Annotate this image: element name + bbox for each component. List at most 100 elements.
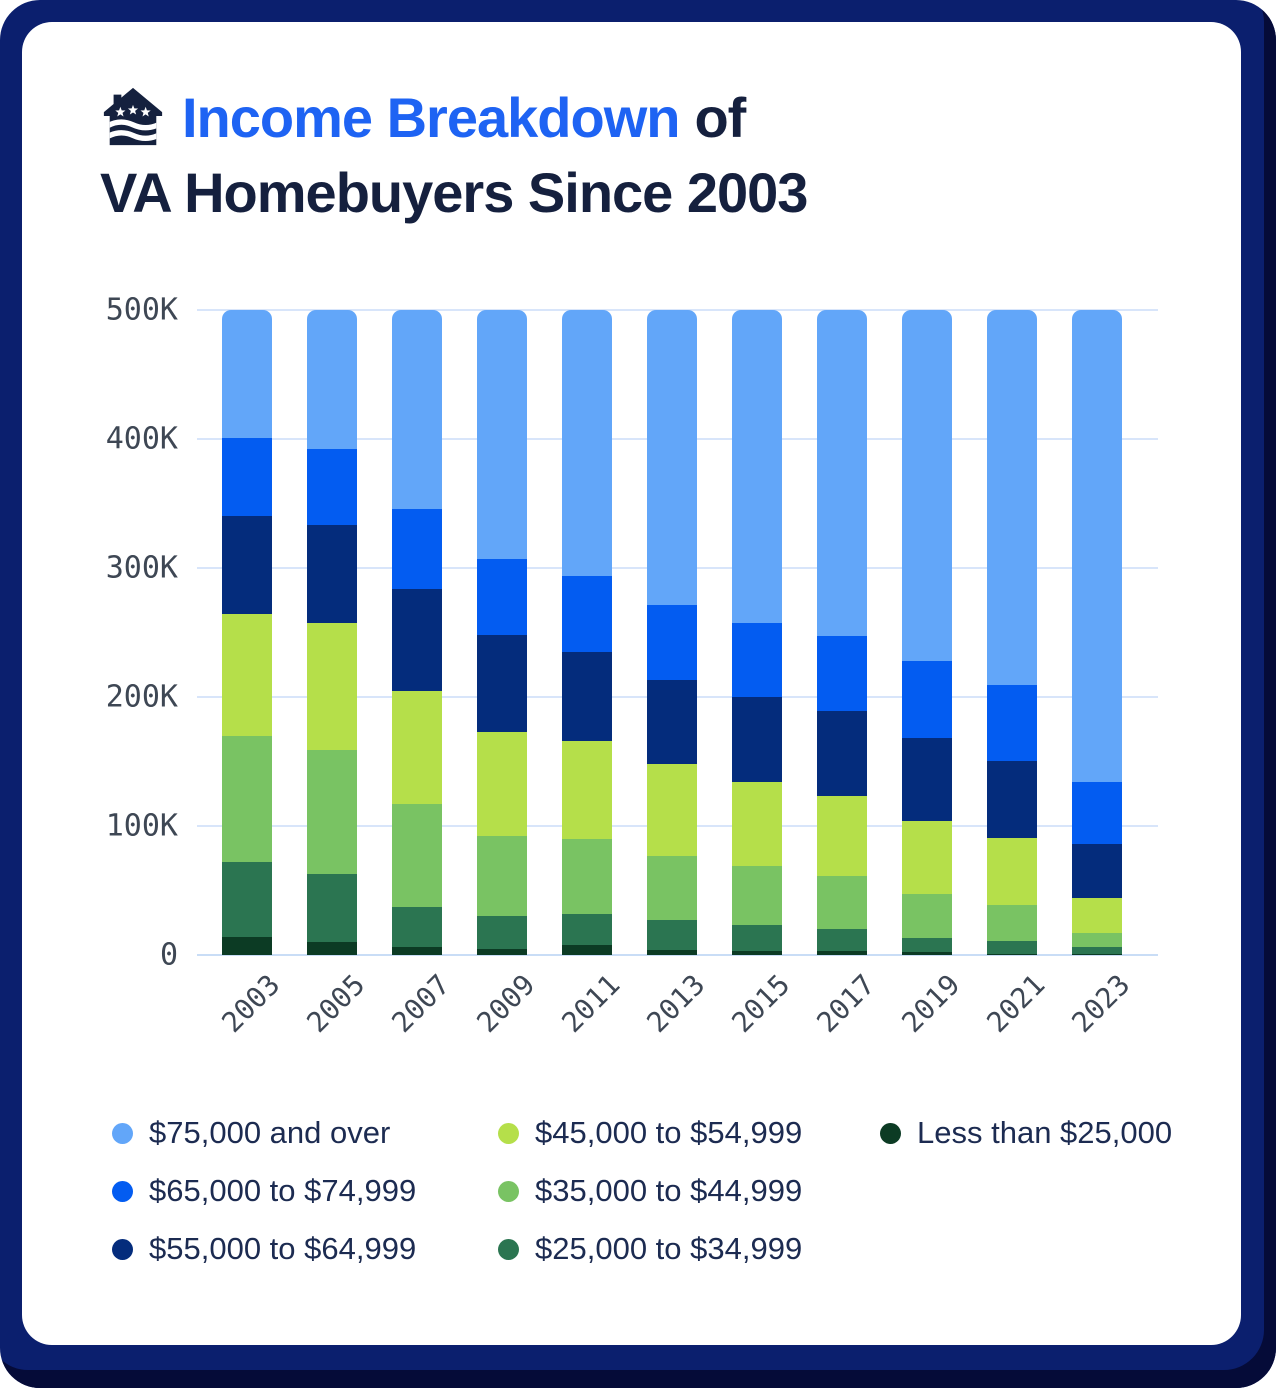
legend-label: $75,000 and over <box>149 1115 391 1150</box>
bar-segment-2023--25-000-to-34-999 <box>1072 947 1122 954</box>
legend-item--25-000-to-34-999: $25,000 to $34,999 <box>498 1231 802 1267</box>
bar-segment-2021--75-000-and-over <box>987 310 1037 686</box>
bar-2009 <box>477 310 527 955</box>
legend-item--65-000-to-74-999: $65,000 to $74,999 <box>112 1173 416 1209</box>
bar-2015 <box>732 310 782 955</box>
y-axis-tick-0: 0 <box>159 937 178 973</box>
legend-item--45-000-to-54-999: $45,000 to $54,999 <box>498 1115 802 1151</box>
bar-segment-2023--35-000-to-44-999 <box>1072 933 1122 948</box>
title-line-2: VA Homebuyers Since 2003 <box>100 161 808 224</box>
bar-segment-2015--55-000-to-64-999 <box>732 696 782 783</box>
legend-item-less-than-25-000: Less than $25,000 <box>880 1115 1172 1151</box>
bar-segment-2011--65-000-to-74-999 <box>562 575 612 652</box>
bar-segment-2017--35-000-to-44-999 <box>817 876 867 930</box>
bar-segment-2005--55-000-to-64-999 <box>307 525 357 624</box>
legend-label: $35,000 to $44,999 <box>535 1173 803 1208</box>
bar-segment-2021--65-000-to-74-999 <box>987 685 1037 762</box>
bar-segment-2009--25-000-to-34-999 <box>477 916 527 949</box>
bar-segment-2007--25-000-to-34-999 <box>392 907 442 948</box>
bar-segment-2007--35-000-to-44-999 <box>392 804 442 908</box>
legend-label: $25,000 to $34,999 <box>535 1231 803 1266</box>
legend-item--55-000-to-64-999: $55,000 to $64,999 <box>112 1231 416 1267</box>
bar-segment-2003--75-000-and-over <box>222 310 272 438</box>
gridline-0 <box>197 954 1158 956</box>
bar-segment-2003--65-000-to-74-999 <box>222 437 272 517</box>
bar-segment-2011--45-000-to-54-999 <box>562 740 612 839</box>
bar-segment-2017--65-000-to-74-999 <box>817 636 867 712</box>
bar-segment-2015--25-000-to-34-999 <box>732 925 782 952</box>
title-line-1: Income Breakdown of <box>100 82 807 152</box>
bar-segment-2009--75-000-and-over <box>477 310 527 559</box>
legend-item--35-000-to-44-999: $35,000 to $44,999 <box>498 1173 802 1209</box>
bar-segment-2011-less-than-25-000 <box>562 944 612 955</box>
bar-segment-2013--55-000-to-64-999 <box>647 680 697 765</box>
bar-2021 <box>987 310 1037 955</box>
bar-segment-2019--25-000-to-34-999 <box>902 938 952 953</box>
bar-segment-2015--65-000-to-74-999 <box>732 623 782 697</box>
bar-segment-2007--55-000-to-64-999 <box>392 588 442 691</box>
bar-segment-2021--55-000-to-64-999 <box>987 761 1037 838</box>
bar-segment-2019--45-000-to-54-999 <box>902 820 952 895</box>
bar-segment-2009--65-000-to-74-999 <box>477 558 527 636</box>
bar-segment-2007-less-than-25-000 <box>392 947 442 955</box>
y-axis-tick-400K: 400K <box>105 421 178 457</box>
y-axis-tick-200K: 200K <box>105 679 178 715</box>
bar-segment-2021--25-000-to-34-999 <box>987 940 1037 954</box>
bar-segment-2007--75-000-and-over <box>392 310 442 509</box>
bar-segment-2023--55-000-to-64-999 <box>1072 844 1122 899</box>
legend-label: $45,000 to $54,999 <box>535 1115 803 1150</box>
bar-segment-2003--25-000-to-34-999 <box>222 862 272 937</box>
bar-segment-2013-less-than-25-000 <box>647 949 697 955</box>
bar-2011 <box>562 310 612 955</box>
legend-swatch-icon <box>498 1180 519 1202</box>
bar-segment-2017--45-000-to-54-999 <box>817 796 867 877</box>
bar-2003 <box>222 310 272 955</box>
y-axis-tick-100K: 100K <box>105 808 178 844</box>
legend-item--75-000-and-over: $75,000 and over <box>112 1115 390 1151</box>
bar-segment-2019-less-than-25-000 <box>902 952 952 955</box>
legend-swatch-icon <box>112 1238 133 1260</box>
bar-segment-2015--75-000-and-over <box>732 310 782 624</box>
bar-2007 <box>392 310 442 955</box>
bar-segment-2009--35-000-to-44-999 <box>477 836 527 917</box>
bar-segment-2009--55-000-to-64-999 <box>477 635 527 732</box>
bar-segment-2015--45-000-to-54-999 <box>732 782 782 866</box>
bar-segment-2003--45-000-to-54-999 <box>222 614 272 736</box>
bar-segment-2003-less-than-25-000 <box>222 936 272 955</box>
bar-segment-2007--65-000-to-74-999 <box>392 508 442 589</box>
legend-swatch-icon <box>112 1180 133 1202</box>
bar-segment-2011--25-000-to-34-999 <box>562 913 612 945</box>
bar-segment-2009--45-000-to-54-999 <box>477 731 527 837</box>
bar-2023 <box>1072 310 1122 955</box>
bar-segment-2019--35-000-to-44-999 <box>902 894 952 939</box>
bar-segment-2017--25-000-to-34-999 <box>817 929 867 952</box>
bar-segment-2007--45-000-to-54-999 <box>392 690 442 805</box>
bar-segment-2013--35-000-to-44-999 <box>647 855 697 921</box>
bar-segment-2005--25-000-to-34-999 <box>307 873 357 943</box>
bar-2019 <box>902 310 952 955</box>
title-highlight: Income Breakdown <box>182 85 680 149</box>
legend-swatch-icon <box>498 1238 519 1260</box>
bar-segment-2005--65-000-to-74-999 <box>307 449 357 526</box>
bar-segment-2021--35-000-to-44-999 <box>987 904 1037 941</box>
title-rest: of <box>694 85 746 149</box>
house-logo-icon <box>103 87 163 146</box>
bar-segment-2013--45-000-to-54-999 <box>647 764 697 856</box>
bar-segment-2015--35-000-to-44-999 <box>732 865 782 926</box>
bar-segment-2017--75-000-and-over <box>817 310 867 637</box>
bar-segment-2019--65-000-to-74-999 <box>902 660 952 739</box>
bar-segment-2011--55-000-to-64-999 <box>562 651 612 741</box>
bar-segment-2015-less-than-25-000 <box>732 951 782 955</box>
bar-segment-2005--75-000-and-over <box>307 310 357 450</box>
bar-segment-2005--45-000-to-54-999 <box>307 623 357 750</box>
legend-swatch-icon <box>880 1122 901 1144</box>
bar-segment-2003--35-000-to-44-999 <box>222 735 272 863</box>
bar-segment-2005--35-000-to-44-999 <box>307 749 357 874</box>
bar-segment-2013--65-000-to-74-999 <box>647 605 697 681</box>
legend-swatch-icon <box>498 1122 519 1144</box>
bar-segment-2023--45-000-to-54-999 <box>1072 898 1122 934</box>
bar-segment-2023-less-than-25-000 <box>1072 953 1122 955</box>
bar-segment-2011--75-000-and-over <box>562 310 612 576</box>
bar-segment-2017--55-000-to-64-999 <box>817 711 867 797</box>
